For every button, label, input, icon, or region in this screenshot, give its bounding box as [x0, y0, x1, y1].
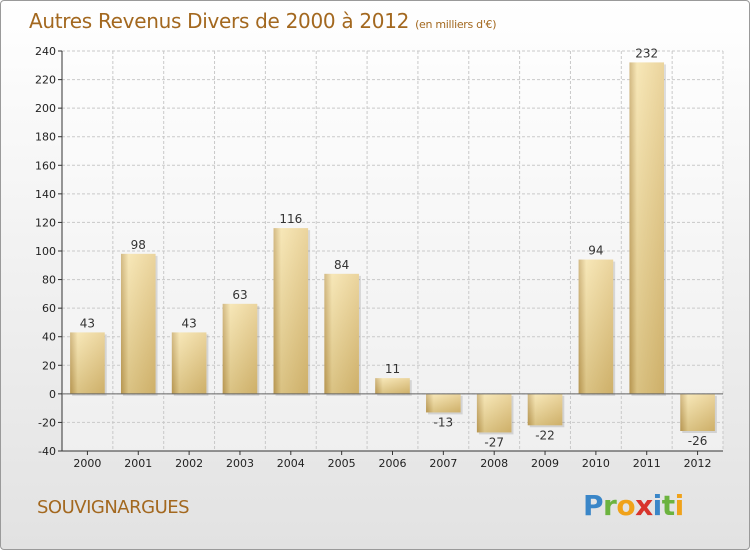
data-label: 43: [80, 316, 95, 330]
y-tick-label: 220: [35, 74, 56, 87]
logo-letter: x: [635, 489, 653, 522]
axes: -40 -20 0 20 40 60 80 100 120 140 160 180 200 220 240 2…: [35, 45, 723, 470]
x-tick-label: 2004: [277, 457, 305, 470]
data-label: 11: [385, 362, 400, 376]
x-tick-label: 2008: [480, 457, 508, 470]
bar-shade: [476, 393, 512, 433]
bar-shade: [578, 259, 614, 394]
chart-title-unit: (en milliers d'€): [415, 18, 497, 31]
data-label: 63: [232, 288, 247, 302]
logo-letter: r: [603, 489, 617, 522]
x-tick-label: 2005: [328, 457, 356, 470]
data-labels: 43 98 43 63 116 84 11 -13 -27 -22 94 232 -26: [80, 46, 708, 449]
x-tick-label: 2009: [531, 457, 559, 470]
y-tick-label: 160: [35, 159, 56, 172]
y-tick-label: 60: [42, 302, 56, 315]
logo-letter: t: [661, 489, 675, 522]
y-tick-label: 100: [35, 245, 56, 258]
bar-shade: [70, 332, 105, 394]
y-tick-label: 80: [42, 274, 56, 287]
data-label: 84: [334, 258, 349, 272]
bar-shade: [273, 228, 309, 394]
data-label: -26: [688, 434, 708, 448]
x-tick-label: 2000: [73, 457, 101, 470]
x-tick-label: 2006: [379, 457, 407, 470]
commune-name: SOUVIGNARGUES: [37, 497, 190, 518]
y-tick-label: 140: [35, 188, 56, 201]
bar-shade: [426, 393, 461, 413]
data-label: -13: [434, 415, 454, 429]
x-tick-label: 2001: [124, 457, 152, 470]
bar-shade: [324, 273, 359, 394]
y-tick-label: -20: [38, 416, 56, 429]
y-tick-label: 0: [49, 388, 56, 401]
bar-shade: [222, 303, 258, 394]
y-tick-label: 20: [42, 359, 56, 372]
data-label: 232: [635, 46, 658, 60]
x-tick-label: 2011: [633, 457, 661, 470]
bar-shade: [680, 393, 715, 431]
x-tick-label: 2003: [226, 457, 254, 470]
bar-shade: [120, 253, 156, 394]
y-tick-label: 40: [42, 331, 56, 344]
y-tick-label: 240: [35, 45, 56, 58]
logo-letter: i: [652, 489, 663, 522]
logo-letter: o: [616, 489, 636, 522]
data-label: 43: [181, 316, 196, 330]
y-tick-label: 200: [35, 102, 56, 115]
y-tick-label: 120: [35, 216, 56, 229]
chart-title-text: Autres Revenus Divers de 2000 à 2012: [29, 9, 410, 33]
x-tick-label: 2010: [582, 457, 610, 470]
data-label: -22: [535, 428, 555, 442]
data-label: 98: [131, 238, 146, 252]
proxiti-logo: Proxiti: [583, 489, 684, 522]
data-label: 116: [279, 212, 302, 226]
logo-letter: i: [674, 489, 685, 522]
x-tick-label: 2012: [684, 457, 712, 470]
bar-shade: [171, 332, 207, 394]
x-tick-label: 2007: [429, 457, 457, 470]
bar-shade: [375, 378, 410, 394]
bar-shade: [629, 62, 665, 394]
x-tick-label: 2002: [175, 457, 203, 470]
bars: [70, 62, 717, 435]
data-label: -27: [484, 435, 504, 449]
y-tick-label: -40: [38, 445, 56, 458]
bar-shade: [527, 393, 563, 426]
logo-letter: P: [583, 489, 604, 522]
chart-title: Autres Revenus Divers de 2000 à 2012 (en …: [29, 9, 497, 33]
data-label: 94: [588, 244, 603, 258]
y-tick-label: 180: [35, 131, 56, 144]
